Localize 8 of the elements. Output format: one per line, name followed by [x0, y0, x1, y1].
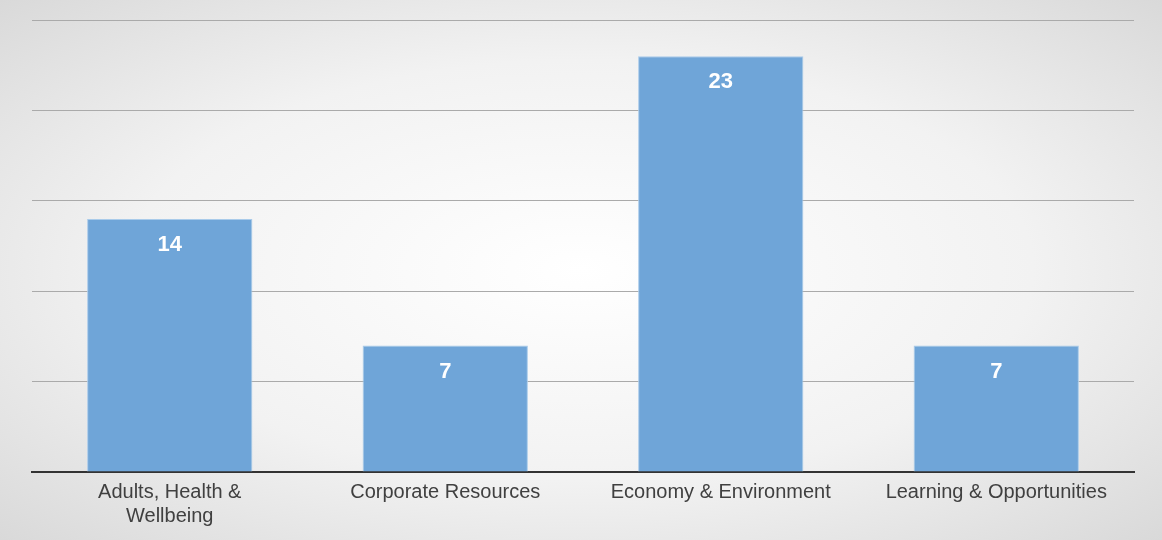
data-label: 23	[708, 68, 733, 94]
data-label: 7	[990, 357, 1003, 383]
data-label: 7	[439, 357, 452, 383]
x-tick-label: Learning & Opportunities	[885, 479, 1107, 502]
x-tick-label: Adults, Health & Wellbeing	[98, 479, 243, 526]
x-tick-label: Economy & Environment	[610, 479, 832, 502]
data-label: 14	[157, 230, 183, 256]
x-tick-label: Corporate Resources	[350, 479, 541, 502]
